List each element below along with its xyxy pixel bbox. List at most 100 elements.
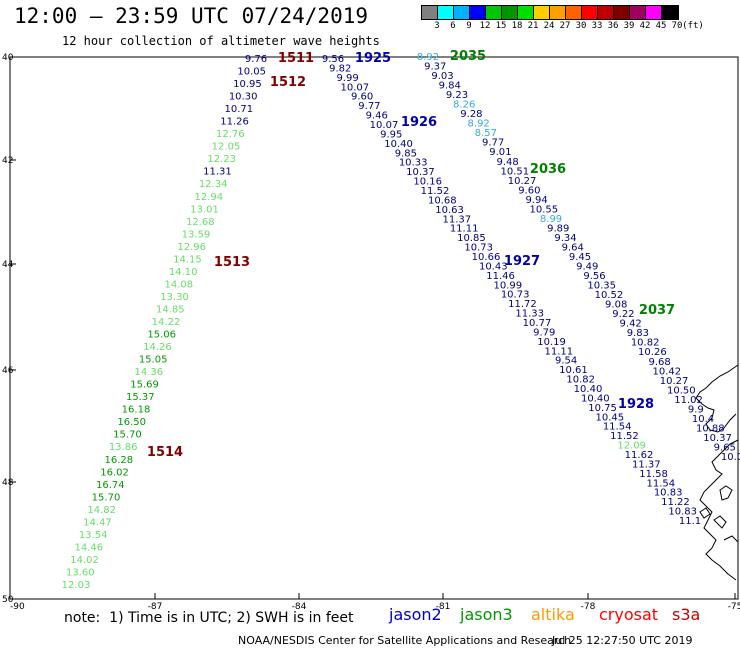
wave-height-value: 13.86 <box>109 442 138 453</box>
wave-height-value: 10.71 <box>225 104 254 115</box>
lon-label: -84 <box>292 602 307 612</box>
legend-swatch <box>518 6 534 19</box>
wave-height-value: 9.68 <box>648 357 670 368</box>
wave-height-value: 10.82 <box>566 375 595 386</box>
wave-height-value: 9.83 <box>627 328 649 339</box>
wave-height-value: 14.36 <box>135 367 164 378</box>
wave-height-value: 9.76 <box>245 54 267 65</box>
wave-height-value: 12.96 <box>177 242 206 253</box>
wave-height-value: 10.83 <box>668 507 697 518</box>
wave-height-value: 8.57 <box>475 128 497 139</box>
legend-swatch <box>502 6 518 19</box>
wave-height-value: 14.22 <box>152 317 181 328</box>
wave-height-value: 11.33 <box>515 309 544 320</box>
wave-height-value: 11.46 <box>486 271 515 282</box>
track-time-label: 1513 <box>214 255 250 270</box>
legend-swatch <box>582 6 598 19</box>
wave-height-value: 16.18 <box>122 405 151 416</box>
wave-height-value: 10.45 <box>596 412 625 423</box>
lat-label: 50 <box>2 595 14 605</box>
wave-height-value: 13.60 <box>66 567 95 578</box>
wave-height-value: 8.92 <box>468 119 490 130</box>
wave-height-value: 10.75 <box>588 403 617 414</box>
coastline <box>695 364 739 581</box>
legend-swatch <box>630 6 646 19</box>
track-time-label: 1927 <box>504 254 540 269</box>
legend-label: 15 <box>495 21 507 31</box>
wave-height-value: 11.37 <box>443 214 472 225</box>
wave-height-value: 14.15 <box>173 254 202 265</box>
wave-height-value: 9.56 <box>322 54 344 65</box>
wave-height-value: 13.54 <box>79 530 108 541</box>
wave-height-value: 10.68 <box>428 195 457 206</box>
wave-height-value: 9.60 <box>518 185 540 196</box>
wave-height-value: 14.26 <box>143 342 172 353</box>
wave-height-value: 15.37 <box>126 392 155 403</box>
track-time-label: 1928 <box>618 397 654 412</box>
wave-height-value: 10.85 <box>457 233 486 244</box>
wave-height-value: 15.70 <box>113 430 142 441</box>
wave-height-value: 10.82 <box>631 338 660 349</box>
lat-label: 42 <box>2 156 13 166</box>
units-note: note: 1) Time is in UTC; 2) SWH is in fe… <box>64 610 354 626</box>
wave-height-value: 12.09 <box>617 441 646 452</box>
wave-height-value: 12.68 <box>186 217 215 228</box>
wave-height-value: 15.06 <box>147 330 176 341</box>
wave-height-value: 9.01 <box>489 147 511 158</box>
wave-height-value: 9.03 <box>431 71 453 82</box>
track-time-label: 2037 <box>639 303 675 318</box>
legend-label: 12 <box>479 21 491 31</box>
legend-label: 70 <box>671 21 683 31</box>
legend-label: 18 <box>511 21 523 31</box>
credit-line: NOAA/NESDIS Center for Satellite Applica… <box>238 634 572 647</box>
wave-height-value: 16.28 <box>105 455 134 466</box>
wave-height-value: 9.23 <box>446 90 468 101</box>
wave-height-value: 10.30 <box>229 92 258 103</box>
wave-height-value: 14.10 <box>169 267 198 278</box>
wave-height-value: 10.40 <box>581 393 610 404</box>
wave-height-value: 10.88 <box>696 423 725 434</box>
legend-swatch <box>550 6 566 19</box>
legend-swatch <box>534 6 550 19</box>
wave-height-value: 11.58 <box>639 469 668 480</box>
wave-height-value: 11.11 <box>545 346 574 357</box>
satellite-altika: altika <box>531 605 575 624</box>
wave-height-value: 11.62 <box>625 450 654 461</box>
wave-height-value: 11.31 <box>203 167 232 178</box>
legend-swatch <box>598 6 614 19</box>
axis-ticks: 40 42 44 46 48 50-90 -87 -84 -81 -78 -75 <box>2 53 740 612</box>
wave-height-value: 9.48 <box>496 157 518 168</box>
wave-height-value: 9.77 <box>482 138 504 149</box>
satellite-jason3: jason3 <box>460 605 513 624</box>
satellite-s3a: s3a <box>672 605 701 624</box>
wave-height-value: 10.61 <box>559 365 588 376</box>
wave-height-value: 14.82 <box>87 505 116 516</box>
altimeter-tracks: 9.7610.0510.9510.3010.7111.2612.7612.051… <box>62 52 740 591</box>
wave-height-value: 11.72 <box>508 299 537 310</box>
wave-height-value: 9.64 <box>562 242 584 253</box>
wave-height-color-legend <box>421 5 679 20</box>
wave-height-value: 12.76 <box>216 129 245 140</box>
wave-height-value: 10.27 <box>660 376 689 387</box>
wave-height-value: 11.02 <box>674 395 703 406</box>
wave-height-value: 11.52 <box>421 186 450 197</box>
lat-label: 48 <box>2 478 14 488</box>
legend-swatch <box>566 6 582 19</box>
wave-height-value: 14.47 <box>83 517 112 528</box>
legend-label: 36 <box>607 21 619 31</box>
legend-label: 33 <box>591 21 603 31</box>
legend-swatch <box>454 6 470 19</box>
wave-height-value: 8.92 <box>417 52 439 63</box>
wave-height-value: 10.40 <box>574 384 603 395</box>
wave-height-value: 11.1 <box>679 516 701 527</box>
lon-label: -75 <box>728 602 740 612</box>
wave-height-value: 9.9 <box>688 404 704 415</box>
legend-label: 21 <box>527 21 539 31</box>
lon-label: -78 <box>581 602 596 612</box>
wave-height-value: 9.42 <box>620 319 642 330</box>
track-time-label: 1926 <box>401 115 437 130</box>
track-time-label: 1512 <box>270 75 306 90</box>
track-time-labels: 1511 1512 1513 1514 1925 1926 1927 1928 2035 2036… <box>147 49 675 460</box>
lon-label: -90 <box>10 602 25 612</box>
